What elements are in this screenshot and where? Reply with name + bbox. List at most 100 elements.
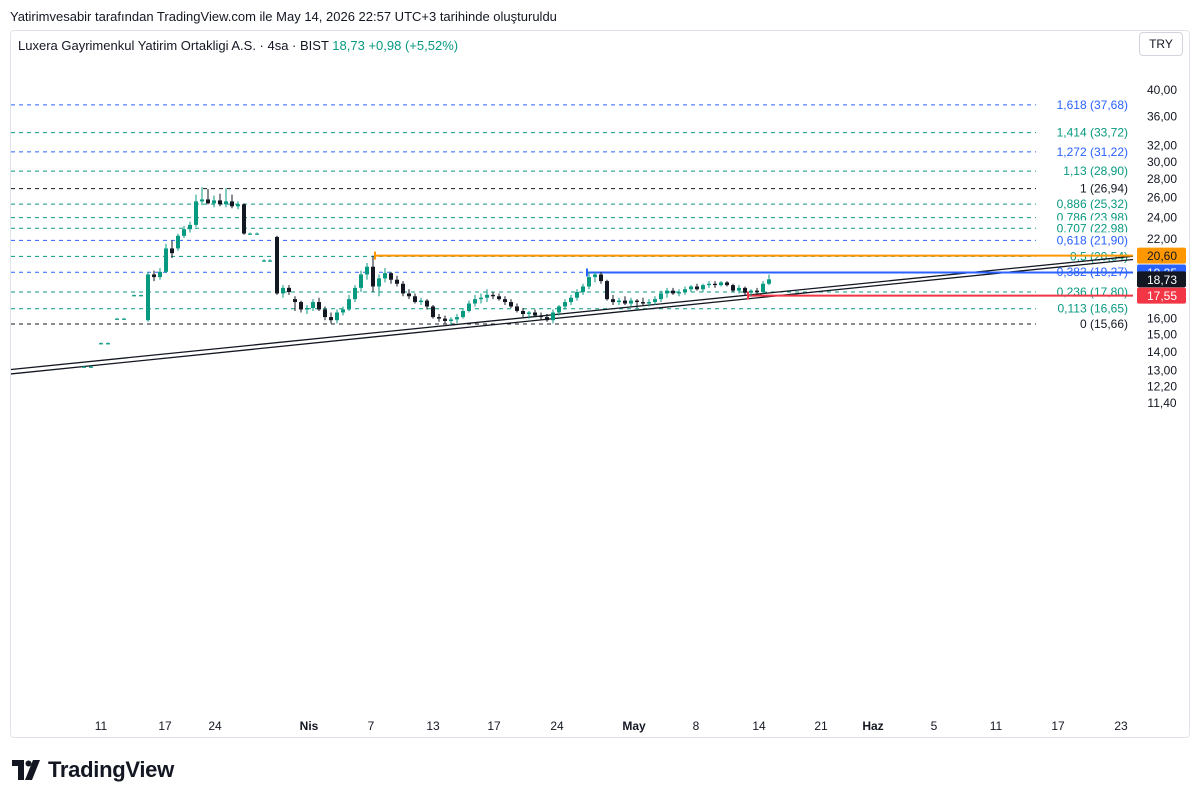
candle-body <box>509 302 513 307</box>
candle-body <box>557 306 561 313</box>
candle-body <box>132 295 136 297</box>
candle-body <box>287 287 291 293</box>
candle-body <box>647 302 651 304</box>
candle-body <box>293 299 297 303</box>
candle-body <box>521 310 525 315</box>
candle-body <box>629 300 633 304</box>
candle-body <box>593 274 597 278</box>
time-tick-label: 21 <box>814 719 828 733</box>
price-axis-badge <box>1137 271 1186 288</box>
price-tick-label: 15,00 <box>1147 328 1177 342</box>
candle-body <box>515 306 519 311</box>
candle-body <box>755 290 759 293</box>
fib-level-label: 1,272 (31,22) <box>1057 145 1128 159</box>
chart-panel[interactable] <box>10 30 1190 738</box>
candle-body <box>281 287 285 294</box>
time-tick-label: Nis <box>300 719 319 733</box>
candle-body <box>725 282 729 286</box>
candle-body <box>122 318 126 320</box>
candle-body <box>255 233 259 235</box>
candle-body <box>182 229 186 236</box>
tradingview-brand[interactable]: TradingView <box>12 757 174 783</box>
currency-button[interactable]: TRY <box>1139 32 1183 56</box>
time-tick-label: 11 <box>95 719 108 733</box>
fib-level-label: 0,707 (22,98) <box>1057 221 1128 235</box>
candle-body <box>473 299 477 304</box>
chart-caption: Yatirimvesabir tarafından TradingView.co… <box>10 9 557 24</box>
candle-body <box>236 204 240 207</box>
candle-body <box>194 201 198 225</box>
candle-body <box>731 285 735 291</box>
candle-body <box>737 287 741 291</box>
candle-body <box>188 224 192 230</box>
candle-body <box>401 283 405 294</box>
candle-body <box>527 312 531 315</box>
candle-body <box>383 273 387 279</box>
candle-body <box>479 297 483 300</box>
candle-body <box>413 296 417 303</box>
candle-body <box>242 204 246 234</box>
candle-body <box>443 318 447 321</box>
candle-body <box>262 260 266 262</box>
candle-body <box>425 300 429 307</box>
time-tick-label: 13 <box>426 719 440 733</box>
candle-body <box>623 300 627 304</box>
candle-body <box>106 343 110 345</box>
fib-level-label: 0,236 (17,80) <box>1057 285 1128 299</box>
fib-level-label: 0,886 (25,32) <box>1057 197 1128 211</box>
time-tick-label: 8 <box>693 719 700 733</box>
candle-body <box>305 307 309 310</box>
candle-body <box>671 290 675 294</box>
candle-body <box>713 283 717 286</box>
fib-level-label: 0 (15,66) <box>1080 317 1128 331</box>
candle-body <box>551 312 555 321</box>
candle-body <box>268 260 272 262</box>
time-tick-label: 24 <box>550 719 564 733</box>
fib-label-bg <box>1036 180 1130 196</box>
candle-body <box>485 294 489 298</box>
price-tick-label: 13,00 <box>1147 363 1177 377</box>
candle-body <box>575 292 579 298</box>
fib-level-label: 1,414 (33,72) <box>1057 126 1128 140</box>
candle-body <box>431 306 435 318</box>
candle-body <box>139 295 143 297</box>
candle-body <box>152 274 156 278</box>
candle-body <box>341 309 345 313</box>
time-tick-label: 17 <box>158 719 172 733</box>
candle-body <box>407 293 411 297</box>
price-axis-badge <box>1137 247 1186 264</box>
candle-body <box>419 300 423 303</box>
candle-body <box>641 302 645 304</box>
candle-body <box>158 271 162 278</box>
candle-body <box>563 302 567 307</box>
candle-body <box>176 235 180 249</box>
candle-body <box>395 279 399 284</box>
price-tick-label: 26,00 <box>1147 191 1177 205</box>
price-tick-label: 16,00 <box>1147 312 1177 326</box>
fib-label-bg <box>1036 300 1130 316</box>
price-tick-label: 22,00 <box>1147 232 1177 246</box>
fib-level-label: 1 (26,94) <box>1080 182 1128 196</box>
symbol-name: Luxera Gayrimenkul Yatirim Ortakligi A.S… <box>18 38 329 53</box>
fib-label-bg <box>1036 232 1130 248</box>
candle-body <box>230 201 234 207</box>
time-tick-label: Haz <box>862 719 883 733</box>
candle-body <box>218 200 222 205</box>
candle-body <box>248 233 252 235</box>
candle-body <box>461 310 465 318</box>
fib-level-label: 0,618 (21,90) <box>1057 233 1128 247</box>
candle-body <box>599 274 603 282</box>
price-tick-label: 40,00 <box>1147 83 1177 97</box>
candle-body <box>377 278 381 287</box>
candle-body <box>389 273 393 280</box>
price-tick-label: 12,20 <box>1147 379 1177 393</box>
price-tick-label: 24,00 <box>1147 210 1177 224</box>
symbol-legend: Luxera Gayrimenkul Yatirim Ortakligi A.S… <box>18 38 458 53</box>
fib-level-label: 1,13 (28,90) <box>1063 164 1128 178</box>
candle-body <box>659 293 663 300</box>
candle-body <box>329 317 333 321</box>
time-tick-label: 7 <box>368 719 375 733</box>
candle-body <box>170 248 174 254</box>
fib-level-label: 0,113 (16,65) <box>1058 302 1129 316</box>
